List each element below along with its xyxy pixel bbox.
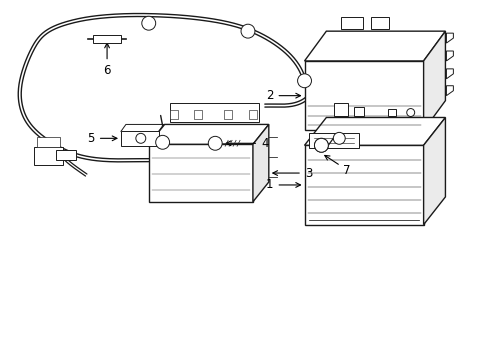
Circle shape <box>155 135 169 149</box>
Bar <box>169 103 258 122</box>
Polygon shape <box>309 133 358 148</box>
Polygon shape <box>446 33 452 43</box>
Polygon shape <box>304 31 445 61</box>
Circle shape <box>314 138 327 152</box>
Bar <box>353 107 364 117</box>
Circle shape <box>208 136 222 150</box>
Polygon shape <box>304 145 423 225</box>
Circle shape <box>136 133 145 143</box>
Text: 6: 6 <box>103 43 111 77</box>
Polygon shape <box>252 125 268 202</box>
Bar <box>93 35 121 43</box>
Polygon shape <box>148 125 268 144</box>
Polygon shape <box>446 69 452 79</box>
Bar <box>34 147 63 165</box>
Circle shape <box>333 132 345 144</box>
Bar <box>169 109 177 120</box>
Bar <box>341 17 362 29</box>
Bar <box>194 109 202 120</box>
Bar <box>224 109 232 120</box>
Polygon shape <box>423 31 445 130</box>
Text: 4: 4 <box>226 137 268 150</box>
Circle shape <box>241 24 254 38</box>
Bar <box>387 109 395 117</box>
Circle shape <box>142 16 155 30</box>
Bar <box>370 17 388 29</box>
Text: 5: 5 <box>87 132 117 145</box>
Bar <box>37 137 61 147</box>
Bar <box>334 103 347 117</box>
Circle shape <box>297 74 311 88</box>
Polygon shape <box>304 61 423 130</box>
Polygon shape <box>304 117 445 145</box>
Bar <box>248 109 256 120</box>
Text: 3: 3 <box>272 167 311 180</box>
Polygon shape <box>423 117 445 225</box>
Polygon shape <box>148 144 252 202</box>
Polygon shape <box>446 51 452 61</box>
Text: 1: 1 <box>265 179 300 192</box>
Bar <box>56 150 76 160</box>
Text: 2: 2 <box>265 89 300 102</box>
Text: 7: 7 <box>324 156 350 176</box>
Bar <box>121 131 158 146</box>
Polygon shape <box>446 86 452 96</box>
Circle shape <box>314 138 327 152</box>
Circle shape <box>406 109 414 117</box>
